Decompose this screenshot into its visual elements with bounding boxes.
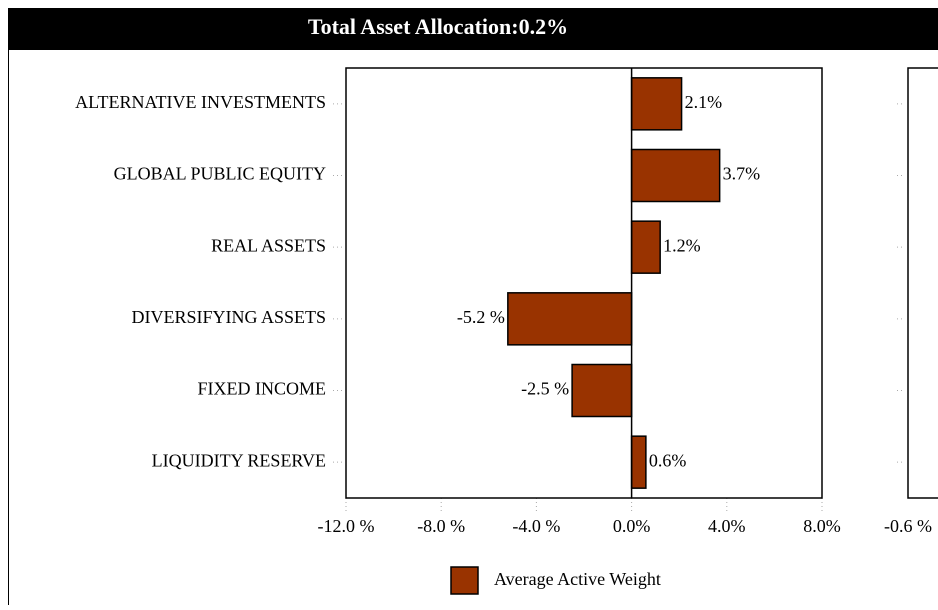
data-label: 2.1% <box>685 92 723 112</box>
x-tick-label: 8.0% <box>803 516 841 536</box>
legend-swatch <box>450 566 479 595</box>
y-tick-label: LIQUIDITY RESERVE <box>152 450 326 470</box>
y-tick-label: DIVERSIFYING ASSETS <box>131 307 326 327</box>
x-tick-label: -8.0 % <box>417 516 465 536</box>
x-tick-label: -0.6 % <box>884 516 932 536</box>
data-label: -5.2 % <box>457 307 505 327</box>
chart-title: Total Asset Allocation:0.2% <box>308 14 568 39</box>
bar <box>630 77 683 131</box>
data-label: -2.5 % <box>521 379 569 399</box>
bar <box>630 435 647 489</box>
x-tick-label: 0.0% <box>613 516 651 536</box>
data-label: 0.6% <box>649 450 687 470</box>
legend-label: Average Active Weight <box>494 569 661 589</box>
bar <box>630 148 721 203</box>
y-tick-label: ALTERNATIVE INVESTMENTS <box>75 92 326 112</box>
y-tick-label: GLOBAL PUBLIC EQUITY <box>114 164 326 184</box>
plot-frame <box>345 67 823 499</box>
bar <box>571 363 633 418</box>
x-tick-label: 4.0% <box>708 516 746 536</box>
plot-frame <box>907 67 938 499</box>
header-bar <box>8 8 938 50</box>
y-tick-label: FIXED INCOME <box>198 379 327 399</box>
data-label: 3.7% <box>723 164 761 184</box>
x-tick-label: -12.0 % <box>318 516 375 536</box>
x-tick-label: -4.0 % <box>512 516 560 536</box>
bar <box>630 220 661 274</box>
data-label: 1.2% <box>663 235 701 255</box>
y-tick-label: REAL ASSETS <box>211 235 326 255</box>
bar <box>507 292 633 346</box>
